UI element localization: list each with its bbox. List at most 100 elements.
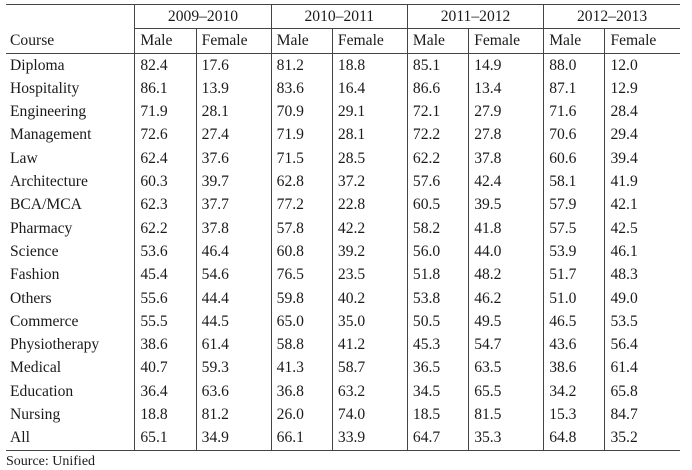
table-row: Medical 40.7 59.3 41.3 58.7 36.5 63.5 38.6 61.4 [6,356,680,380]
female-percentage-cell: 17.6 [195,53,272,77]
female-percentage-cell: 54.7 [468,333,544,357]
female-percentage-cell: 74.0 [331,403,408,427]
male-percentage-cell: 36.4 [134,379,197,404]
data-table-container: 2009–2010 2010–2011 2011–2012 2012–2013 … [6,3,680,451]
female-percentage-cell: 49.5 [468,309,544,334]
table-row: All 65.1 34.9 66.1 33.9 64.7 35.3 64.8 35.2 [6,426,680,451]
male-percentage-cell: 45.3 [406,333,469,357]
course-name-cell: Commerce [10,312,79,330]
female-percentage-cell: 56.4 [604,333,680,357]
male-percentage-cell: 64.8 [543,426,605,451]
male-percentage-cell: 59.8 [270,286,333,310]
female-percentage-cell: 46.4 [195,239,272,264]
male-percentage-cell: 60.6 [543,146,605,171]
female-percentage-cell: 65.8 [604,379,680,404]
female-percentage-cell: 46.1 [604,239,680,264]
female-percentage-cell: 44.5 [195,309,272,334]
male-percentage-cell: 40.7 [134,356,197,380]
table-row: Diploma 82.4 17.6 81.2 18.8 85.1 14.9 88.0 12.0 [6,53,680,77]
female-percentage-cell: 84.7 [604,403,680,427]
table-row: Others 55.6 44.4 59.8 40.2 53.8 46.2 51.0 49.0 [6,286,680,310]
female-percentage-cell: 48.2 [468,263,544,287]
male-percentage-cell: 26.0 [270,403,333,427]
female-percentage-cell: 39.4 [604,146,680,171]
male-percentage-cell: 38.6 [543,356,605,380]
male-percentage-cell: 81.2 [270,53,333,77]
female-column-header: Female [604,28,680,54]
female-percentage-cell: 65.5 [468,379,544,404]
male-percentage-cell: 71.5 [270,146,333,171]
table-row: Engineering 71.9 28.1 70.9 29.1 72.1 27.9 71.6 2… [6,100,680,124]
female-percentage-cell: 13.9 [195,76,272,101]
course-name-cell: Law [10,149,38,167]
male-percentage-cell: 56.0 [406,239,469,264]
female-percentage-cell: 37.6 [195,146,272,171]
female-percentage-cell: 13.4 [468,76,544,101]
female-percentage-cell: 34.9 [195,426,272,451]
male-percentage-cell: 46.5 [543,309,605,334]
female-percentage-cell: 37.7 [195,193,272,217]
year-header-2012: 2012–2013 [543,3,680,30]
female-percentage-cell: 63.5 [468,356,544,380]
male-percentage-cell: 51.8 [406,263,469,287]
male-percentage-cell: 34.2 [543,379,605,404]
table-row: Management 72.6 27.4 71.9 28.1 72.2 27.8 70.6 29… [6,123,680,147]
course-name-cell: Science [10,242,59,260]
male-percentage-cell: 57.5 [543,216,605,240]
male-column-header: Male [406,28,469,54]
male-percentage-cell: 71.9 [270,123,333,147]
male-percentage-cell: 70.6 [543,123,605,147]
male-percentage-cell: 38.6 [134,333,197,357]
gender-header-row: Course Male Female Male Female Male Fema… [6,28,680,54]
female-percentage-cell: 18.8 [331,53,408,77]
table-row: Education 36.4 63.6 36.8 63.2 34.5 65.5 34.2 65.… [6,379,680,404]
table-row: Architecture 60.3 39.7 62.8 37.2 57.6 42.4 58.1… [6,170,680,194]
male-percentage-cell: 62.2 [406,146,469,171]
female-percentage-cell: 81.5 [468,403,544,427]
male-percentage-cell: 83.6 [270,76,333,101]
male-percentage-cell: 66.1 [270,426,333,451]
male-percentage-cell: 62.4 [134,146,197,171]
course-name-cell: Architecture [10,173,88,191]
male-percentage-cell: 55.5 [134,309,197,334]
female-percentage-cell: 28.5 [331,146,408,171]
male-percentage-cell: 71.6 [543,100,605,124]
female-percentage-cell: 49.0 [604,286,680,310]
course-name-cell: Management [10,126,92,144]
male-percentage-cell: 72.6 [134,123,197,147]
female-percentage-cell: 33.9 [331,426,408,451]
male-percentage-cell: 87.1 [543,76,605,101]
male-percentage-cell: 55.6 [134,286,197,310]
year-header-2009: 2009–2010 [134,3,272,30]
male-percentage-cell: 88.0 [543,53,605,77]
course-name-cell: Engineering [10,103,87,121]
table-row: BCA/MCA 62.3 37.7 77.2 22.8 60.5 39.5 57.9 42.1 [6,193,680,217]
female-percentage-cell: 39.2 [331,239,408,264]
course-name-cell: Education [10,382,74,400]
male-percentage-cell: 64.7 [406,426,469,451]
female-percentage-cell: 44.0 [468,239,544,264]
female-percentage-cell: 42.5 [604,216,680,240]
male-percentage-cell: 65.0 [270,309,333,334]
male-percentage-cell: 86.1 [134,76,197,101]
table-row: Science 53.6 46.4 60.8 39.2 56.0 44.0 53.9 46.1 [6,239,680,264]
female-percentage-cell: 27.4 [195,123,272,147]
female-percentage-cell: 29.1 [331,100,408,124]
female-percentage-cell: 35.3 [468,426,544,451]
male-percentage-cell: 77.2 [270,193,333,217]
female-percentage-cell: 63.6 [195,379,272,404]
female-percentage-cell: 61.4 [195,333,272,357]
female-percentage-cell: 58.7 [331,356,408,380]
male-percentage-cell: 58.1 [543,170,605,194]
female-percentage-cell: 29.4 [604,123,680,147]
female-percentage-cell: 12.0 [604,53,680,77]
female-percentage-cell: 42.4 [468,170,544,194]
female-percentage-cell: 81.2 [195,403,272,427]
female-percentage-cell: 37.2 [331,170,408,194]
male-percentage-cell: 57.9 [543,193,605,217]
course-name-cell: Fashion [10,266,60,284]
male-column-header: Male [270,28,333,54]
female-percentage-cell: 35.2 [604,426,680,451]
female-percentage-cell: 42.2 [331,216,408,240]
male-percentage-cell: 62.8 [270,170,333,194]
